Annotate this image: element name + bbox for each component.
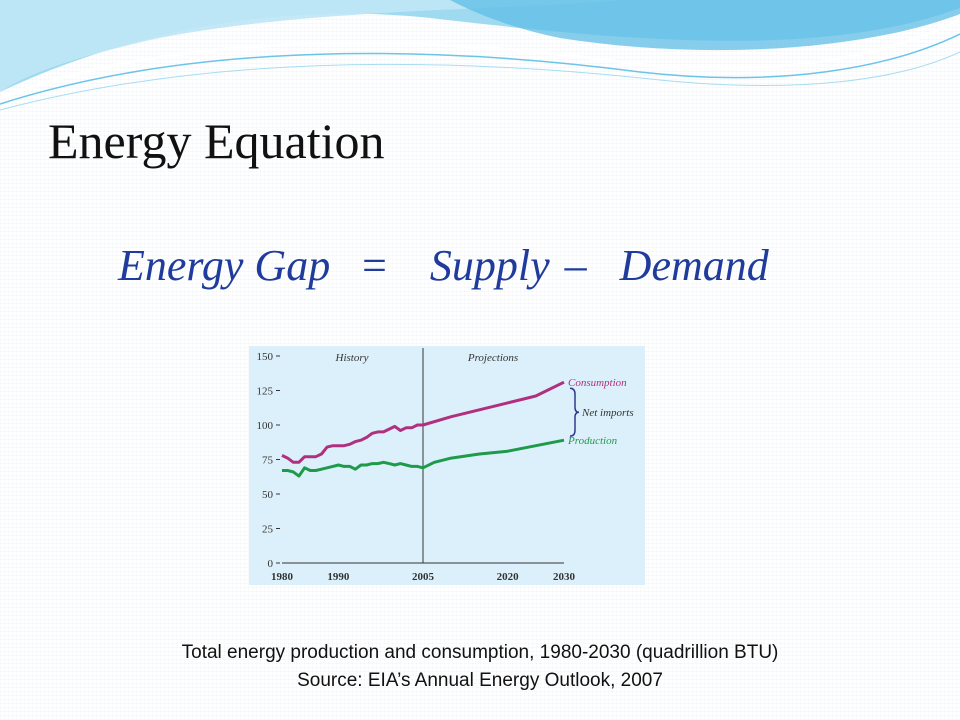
chart-source: Source: EIA’s Annual Energy Outlook, 200… bbox=[297, 670, 663, 691]
series-line-consumption bbox=[281, 380, 565, 464]
x-tick-label: 2005 bbox=[412, 571, 435, 583]
x-tick-label: 2020 bbox=[497, 571, 519, 583]
energy-chart-svg: 0 25 50 75 100 125 150 1980 1990 2005 2020 2030 His… bbox=[257, 348, 634, 583]
net-imports-label: Net imports bbox=[581, 407, 634, 419]
y-tick-label: 150 bbox=[257, 351, 274, 363]
y-tick-label: 75 bbox=[262, 455, 274, 467]
x-tick-label: 1990 bbox=[327, 571, 350, 583]
energy-chart: 0 25 50 75 100 125 150 1980 1990 2005 2020 2030 His… bbox=[249, 346, 645, 585]
equation-equals-sign: = bbox=[359, 241, 389, 290]
series-label-production: Production bbox=[567, 435, 618, 447]
series-line-production bbox=[282, 438, 565, 478]
projections-label: Projections bbox=[467, 352, 518, 364]
slide-title: Energy Equation bbox=[48, 113, 385, 169]
x-tick-label: 1980 bbox=[271, 571, 294, 583]
y-tick-label: 25 bbox=[262, 524, 274, 536]
y-tick-label: 0 bbox=[268, 558, 274, 570]
series-label-consumption: Consumption bbox=[568, 377, 627, 389]
y-tick-label: 125 bbox=[257, 386, 274, 398]
header-wave-decoration bbox=[0, 0, 960, 111]
y-tick-label: 100 bbox=[257, 420, 274, 432]
equation-minus-sign: – bbox=[564, 241, 587, 290]
chart-series bbox=[281, 380, 565, 478]
x-tick-label: 2030 bbox=[553, 571, 576, 583]
energy-equation: Energy Gap = Supply – Demand bbox=[118, 240, 769, 291]
net-imports-brace bbox=[569, 387, 580, 437]
equation-term-supply: Supply bbox=[429, 241, 550, 290]
y-tick-label: 50 bbox=[262, 489, 274, 501]
chart-caption: Total energy production and consumption,… bbox=[181, 642, 779, 663]
equation-term-demand: Demand bbox=[619, 241, 769, 290]
equation-term-energy-gap: Energy Gap bbox=[118, 241, 331, 290]
chart-axes: 0 25 50 75 100 125 150 1980 1990 2005 2020 2030 bbox=[257, 348, 576, 583]
history-label: History bbox=[335, 352, 369, 364]
chart-labels: History Projections Consumption Production N… bbox=[335, 352, 634, 447]
